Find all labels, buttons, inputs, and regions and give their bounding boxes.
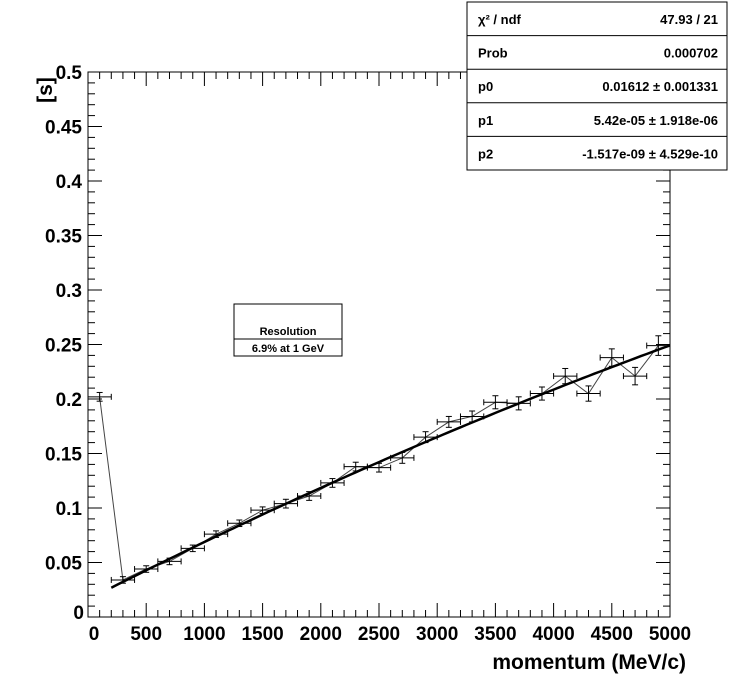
y-tick-label: 0.1	[56, 499, 83, 520]
data-point	[622, 366, 648, 386]
stats-rows: χ² / ndf 47.93 / 21 Prob 0.000702 p0 0.01612 …	[467, 12, 727, 161]
x-tick-label: 4000	[532, 624, 574, 645]
stats-value: 0.01612 ± 0.001331	[602, 79, 718, 94]
legend-title: Resolution	[260, 326, 317, 338]
y-tick-label: 0.3	[56, 281, 82, 302]
stats-label: p2	[478, 146, 493, 161]
y-tick-label: 0.4	[56, 172, 83, 193]
y-axis-title: [s]	[34, 77, 57, 103]
y-tick-label: 0.15	[45, 445, 82, 466]
y-tick-label: 0	[73, 603, 84, 624]
stats-box-frame	[466, 1, 728, 171]
x-tick-label: 500	[130, 624, 162, 645]
data-point	[576, 385, 601, 402]
data-point	[599, 348, 624, 367]
stats-value: 5.42e-05 ± 1.918e-06	[594, 113, 718, 128]
x-tick-label: 4500	[591, 624, 633, 645]
legend-frame	[233, 303, 343, 357]
legend-box: Resolution 6.9% at 1 GeV	[233, 303, 343, 357]
fit-line	[110, 344, 671, 589]
x-tick-label: 3500	[474, 624, 516, 645]
stats-label: p1	[478, 113, 493, 128]
stats-box: χ² / ndf 47.93 / 21 Prob 0.000702 p0 0.01612 …	[466, 1, 728, 171]
data-point	[436, 415, 461, 428]
y-tick-label: 0.05	[45, 554, 82, 575]
stats-value: 0.000702	[664, 46, 718, 61]
y-tick-labels: 0 0.05 0.1 0.15 0.2 0.25 0.3 0.35 0.4 0.45 0.5	[45, 63, 84, 624]
stats-label: Prob	[478, 46, 508, 61]
x-tick-labels: 0 500 1000 1500 2000 2500 3000 3500 4000 4500 5000	[89, 624, 691, 645]
y-tick-label: 0.25	[45, 336, 82, 357]
x-tick-label: 0	[89, 624, 100, 645]
y-tick-label: 0.5	[56, 63, 83, 84]
y-tick-label: 0.35	[45, 227, 82, 248]
data-series	[87, 335, 671, 584]
y-tick-label: 0.2	[56, 390, 82, 411]
axis-ticks	[87, 71, 671, 618]
stats-label: p0	[478, 79, 493, 94]
stats-label: χ² / ndf	[478, 12, 522, 27]
x-tick-label: 3000	[416, 624, 458, 645]
x-tick-label: 2000	[300, 624, 342, 645]
x-tick-label: 2500	[358, 624, 400, 645]
stats-value: -1.517e-09 ± 4.529e-10	[582, 146, 718, 161]
y-tick-label: 0.45	[45, 118, 82, 139]
x-tick-label: 5000	[649, 624, 691, 645]
data-point	[87, 391, 112, 402]
stats-value: 47.93 / 21	[660, 12, 718, 27]
x-tick-label: 1000	[183, 624, 225, 645]
x-tick-label: 1500	[241, 624, 283, 645]
fit-curve	[110, 344, 671, 589]
legend-entry: 6.9% at 1 GeV	[252, 343, 325, 355]
x-axis-title: momentum (MeV/c)	[492, 651, 686, 674]
